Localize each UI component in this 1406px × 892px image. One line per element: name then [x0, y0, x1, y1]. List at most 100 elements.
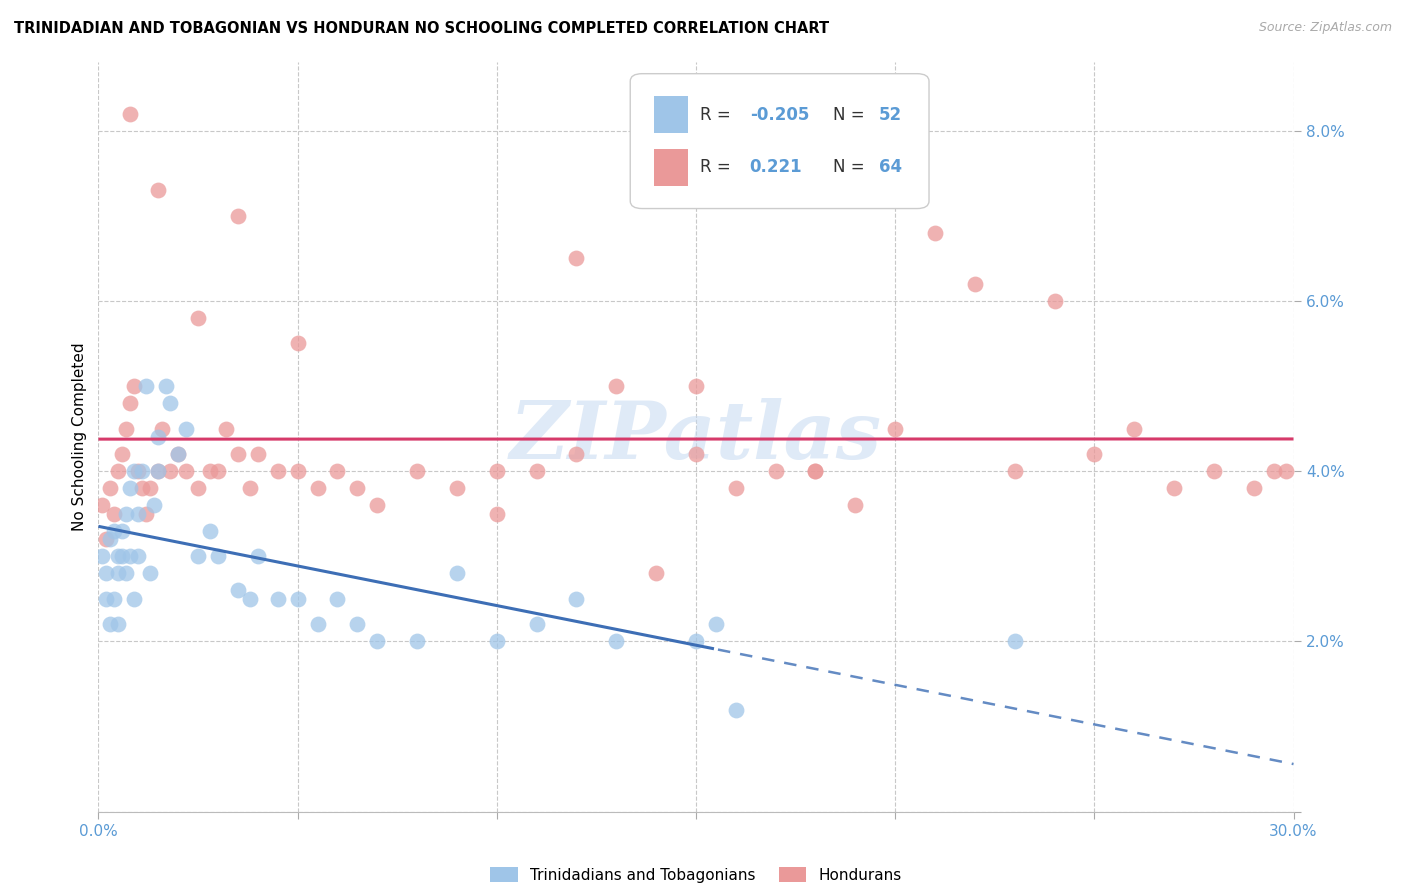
Point — [167, 447, 190, 461]
Point — [96, 533, 118, 547]
Point — [111, 524, 134, 538]
Point — [98, 481, 122, 495]
Text: R =: R = — [700, 159, 741, 177]
Point — [685, 379, 707, 393]
Point — [605, 379, 627, 393]
Point — [307, 617, 329, 632]
Point — [406, 464, 429, 478]
Point — [226, 447, 249, 461]
Text: -0.205: -0.205 — [749, 106, 808, 124]
Point — [485, 507, 508, 521]
Point — [103, 591, 125, 606]
Point — [148, 464, 170, 478]
Point — [120, 106, 142, 120]
Legend: Trinidadians and Tobagonians, Hondurans: Trinidadians and Tobagonians, Hondurans — [484, 861, 908, 888]
Point — [159, 464, 181, 478]
Text: ZIPatlas: ZIPatlas — [510, 399, 882, 475]
Point — [91, 549, 114, 564]
Point — [198, 464, 221, 478]
Point — [526, 617, 548, 632]
Point — [198, 524, 221, 538]
Point — [1274, 464, 1296, 478]
Point — [804, 464, 827, 478]
Point — [565, 591, 588, 606]
Point — [287, 336, 309, 351]
Point — [239, 481, 262, 495]
Point — [1004, 464, 1026, 478]
Point — [565, 447, 588, 461]
Point — [307, 481, 329, 495]
Point — [605, 634, 627, 648]
Point — [1202, 464, 1225, 478]
FancyBboxPatch shape — [630, 74, 929, 209]
Point — [1123, 421, 1146, 435]
Point — [124, 379, 146, 393]
Point — [96, 591, 118, 606]
Point — [107, 549, 129, 564]
Point — [167, 447, 190, 461]
FancyBboxPatch shape — [654, 96, 688, 134]
Point — [645, 566, 668, 581]
Point — [131, 464, 153, 478]
Point — [765, 464, 787, 478]
Point — [91, 498, 114, 512]
Point — [111, 447, 134, 461]
Point — [724, 702, 747, 716]
Point — [98, 617, 122, 632]
Point — [804, 464, 827, 478]
Text: N =: N = — [834, 159, 870, 177]
Point — [267, 591, 290, 606]
Point — [246, 447, 269, 461]
Point — [107, 566, 129, 581]
Point — [346, 481, 368, 495]
Text: TRINIDADIAN AND TOBAGONIAN VS HONDURAN NO SCHOOLING COMPLETED CORRELATION CHART: TRINIDADIAN AND TOBAGONIAN VS HONDURAN N… — [14, 21, 830, 36]
Point — [366, 498, 388, 512]
Point — [148, 430, 170, 444]
Point — [406, 634, 429, 648]
Point — [139, 481, 162, 495]
Point — [96, 566, 118, 581]
Text: R =: R = — [700, 106, 735, 124]
Point — [103, 507, 125, 521]
Point — [326, 591, 349, 606]
Point — [135, 507, 157, 521]
Point — [187, 549, 209, 564]
Point — [124, 591, 146, 606]
Point — [207, 549, 229, 564]
Point — [226, 209, 249, 223]
Point — [174, 421, 197, 435]
Point — [446, 481, 468, 495]
Point — [150, 421, 173, 435]
Point — [685, 634, 707, 648]
Point — [1083, 447, 1105, 461]
Point — [1043, 293, 1066, 308]
Point — [120, 549, 142, 564]
Point — [115, 421, 138, 435]
Point — [884, 421, 907, 435]
Point — [724, 481, 747, 495]
Point — [139, 566, 162, 581]
Point — [111, 549, 134, 564]
Point — [127, 507, 149, 521]
Point — [366, 634, 388, 648]
Point — [924, 226, 946, 240]
Point — [239, 591, 262, 606]
Point — [844, 498, 866, 512]
Point — [485, 634, 508, 648]
Point — [155, 379, 177, 393]
Point — [148, 464, 170, 478]
Point — [485, 464, 508, 478]
Point — [107, 464, 129, 478]
Point — [565, 252, 588, 266]
Point — [326, 464, 349, 478]
Point — [120, 396, 142, 410]
Point — [115, 566, 138, 581]
Point — [346, 617, 368, 632]
Point — [287, 591, 309, 606]
Point — [143, 498, 166, 512]
Point — [98, 533, 122, 547]
FancyBboxPatch shape — [654, 149, 688, 186]
Point — [207, 464, 229, 478]
Point — [148, 183, 170, 197]
Point — [246, 549, 269, 564]
